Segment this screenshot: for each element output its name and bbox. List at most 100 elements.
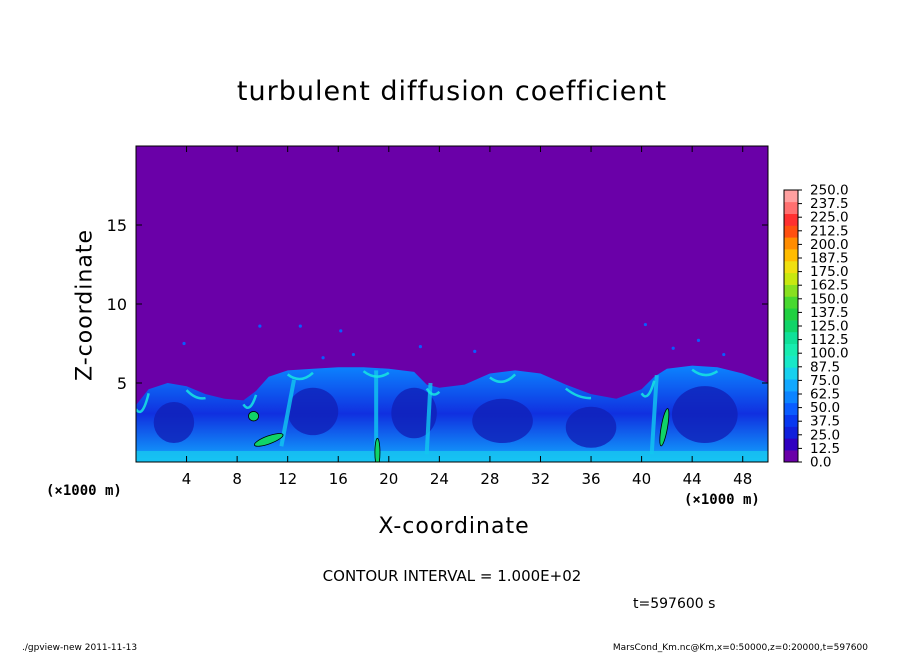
x-tick-label: 8 (232, 470, 242, 488)
swirl (425, 387, 441, 396)
colorbar-label: 162.5 (810, 278, 849, 294)
x-tick-label: 12 (278, 470, 297, 488)
x-tick-label: 16 (329, 470, 348, 488)
eddy-blob (351, 352, 356, 357)
surface-band (136, 450, 768, 462)
colorbar-swatch (784, 237, 798, 250)
swirl (136, 393, 150, 414)
colorbar-swatch (784, 402, 798, 415)
colorbar-swatch (784, 225, 798, 238)
colorbar-swatch (784, 343, 798, 356)
y-axis-ticks: 5 10 15 (107, 216, 768, 393)
time-label: t=597600 s (633, 596, 716, 612)
colorbar-label: 25.0 (810, 427, 840, 443)
colorbar-label: 225.0 (810, 210, 849, 226)
eddy-core (153, 401, 195, 444)
x-tick-label: 36 (581, 470, 600, 488)
colorbar-swatch (784, 320, 798, 333)
high-value-patch (254, 433, 284, 447)
footer-left-label: ./gpview-new 2011-11-13 (22, 643, 138, 653)
plume (279, 379, 296, 447)
colorbar-label: 37.5 (810, 414, 840, 430)
swirl (242, 394, 258, 409)
colorbar-swatch (784, 438, 798, 451)
colorbar-swatch (784, 391, 798, 404)
contour-interval-label: CONTOUR INTERVAL = 1.000E+02 (322, 567, 582, 585)
colorbar-swatch (784, 249, 798, 262)
colorbar-swatch (784, 213, 798, 226)
eddy-blob (418, 345, 422, 349)
x-tick-label: 4 (182, 470, 192, 488)
colorbar-swatch (784, 426, 798, 439)
eddy-blob (182, 341, 186, 346)
eddy-blob (722, 352, 726, 357)
x-axis-ticks: 4 8 12 16 20 24 28 32 36 40 44 48 (182, 146, 752, 488)
high-value-patch (248, 411, 260, 422)
swirl (691, 368, 719, 377)
colorbar-label: 62.5 (810, 387, 840, 403)
colorbar-label: 100.0 (810, 346, 849, 362)
colorbar-swatch (784, 272, 798, 285)
colorbar-swatch (784, 367, 798, 380)
y-tick-label: 15 (107, 216, 127, 235)
chart-title: turbulent diffusion coefficient (236, 76, 668, 107)
high-value-patch (659, 408, 670, 447)
x-unit-label-right: (×1000 m) (684, 492, 760, 508)
colorbar-swatch (784, 284, 798, 297)
colorbar-swatch (784, 260, 798, 274)
eddy-core (671, 386, 738, 444)
colorbar-label: 50.0 (810, 400, 840, 416)
eddy-core (565, 406, 617, 448)
x-axis-label: X-coordinate (378, 514, 530, 539)
colorbar-label: 175.0 (810, 264, 849, 280)
eddy-blob (643, 322, 647, 327)
x-tick-label: 28 (480, 470, 499, 488)
colorbar-label: 137.5 (810, 305, 849, 321)
x-tick-label: 20 (379, 470, 398, 488)
swirl (640, 380, 656, 398)
eddy-blob (321, 356, 325, 360)
swirl (185, 389, 206, 400)
colorbar-swatch (784, 414, 798, 427)
eddy-blob (473, 349, 477, 353)
footer-right-label: MarsCond_Km.nc@Km,x=0:50000,z=0:20000,t=… (612, 643, 868, 653)
x-tick-label: 48 (733, 470, 752, 488)
x-unit-label-left: (×1000 m) (46, 483, 122, 499)
eddy-blob (339, 329, 343, 333)
eddy-blob (258, 324, 262, 328)
y-tick-label: 10 (107, 295, 127, 314)
swirl (362, 370, 390, 378)
colorbar-swatch (784, 379, 798, 392)
colorbar-label: 237.5 (810, 196, 849, 212)
eddy-core (472, 398, 533, 444)
turbulence-field (136, 322, 768, 462)
colorbar-label: 200.0 (810, 237, 849, 253)
x-tick-label: 40 (632, 470, 651, 488)
colorbar-label: 12.5 (810, 441, 840, 457)
colorbar-label: 0.0 (810, 455, 831, 471)
colorbar-swatch (784, 201, 798, 214)
colorbar-swatch (784, 190, 798, 203)
colorbar-label: 112.5 (810, 332, 849, 348)
colorbar-label: 150.0 (810, 291, 849, 307)
eddy-blob (671, 346, 675, 350)
colorbar-swatch (784, 308, 798, 321)
swirl (286, 371, 314, 381)
swirl (564, 387, 592, 400)
eddy-blob (696, 338, 701, 342)
x-tick-label: 24 (430, 470, 449, 488)
eddy-blob (298, 324, 302, 328)
colorbar-label: 250.0 (810, 183, 849, 199)
colorbar-label: 187.5 (810, 251, 849, 267)
swirl (489, 373, 517, 384)
colorbar-swatch (784, 355, 798, 368)
colorbar-label: 87.5 (810, 359, 840, 375)
colorbar-label: 212.5 (810, 223, 849, 239)
eddy-core (391, 387, 437, 439)
y-tick-label: 5 (117, 374, 127, 393)
high-value-patch (374, 437, 381, 462)
colorbar-swatch (784, 450, 798, 463)
eddy-core (287, 387, 339, 436)
colorbar-swatch (784, 331, 798, 345)
